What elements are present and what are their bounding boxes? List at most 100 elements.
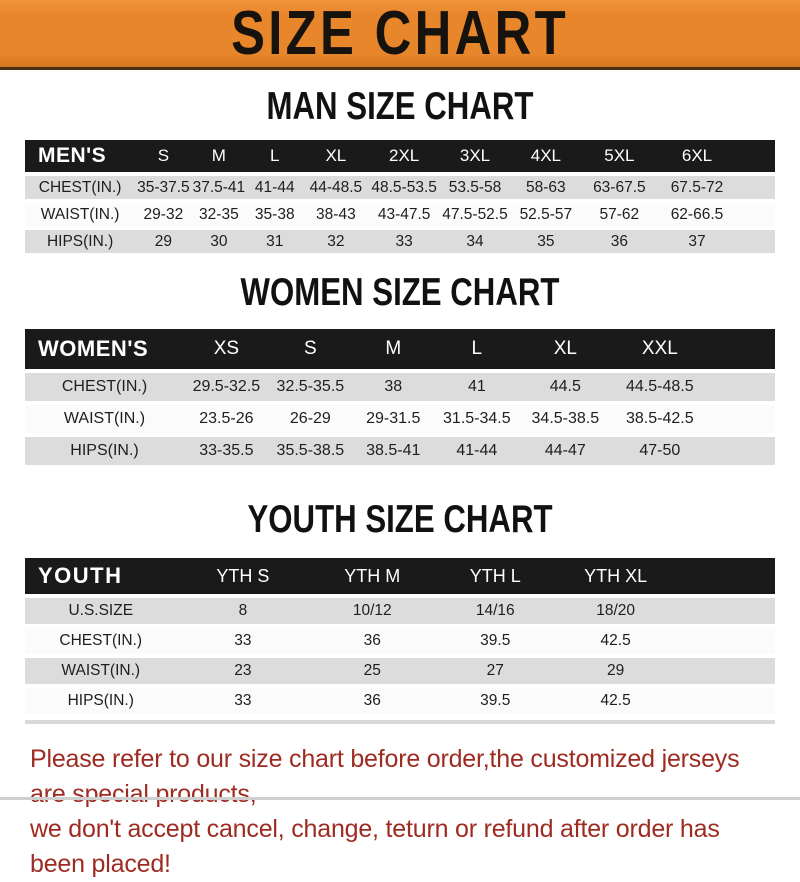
man-size-section: MAN SIZE CHART MEN'S S M L XL 2XL 3XL 4XL 5XL 6XL… xyxy=(0,85,800,257)
size-value-cell: 42.5 xyxy=(555,628,676,654)
size-column-header: 2XL xyxy=(368,140,440,172)
size-value-cell: 14/16 xyxy=(435,598,556,624)
size-value-cell: 33-35.5 xyxy=(184,437,269,465)
size-value-cell: 47.5-52.5 xyxy=(439,203,511,226)
size-value-cell: 31 xyxy=(246,230,304,253)
size-value-cell: 35-37.5 xyxy=(135,176,192,199)
size-column-header: XXL xyxy=(611,329,709,369)
size-column-header: S xyxy=(268,329,352,369)
size-value-cell: 38 xyxy=(351,373,435,401)
header-filler-cell xyxy=(736,140,775,172)
man-size-chart-title: MAN SIZE CHART xyxy=(266,85,534,128)
table-corner-label: YOUTH xyxy=(25,558,177,594)
row-filler-cell xyxy=(675,688,775,714)
row-label: WAIST(IN.) xyxy=(25,658,177,684)
size-value-cell: 48.5-53.5 xyxy=(368,176,440,199)
size-value-cell: 53.5-58 xyxy=(439,176,511,199)
row-filler-cell xyxy=(736,176,775,199)
size-table-row: U.S.SIZE 8 10/12 14/16 18/20 xyxy=(25,598,775,624)
size-column-header: XS xyxy=(184,329,269,369)
size-column-header: XL xyxy=(519,329,612,369)
size-column-header: 3XL xyxy=(439,140,511,172)
size-value-cell: 47-50 xyxy=(611,437,709,465)
size-table-row: HIPS(IN.) 29 30 31 32 33 34 35 36 37 xyxy=(25,230,775,253)
womens-size-table: WOMEN'S XS S M L XL XXL CHEST(IN.) 29.5-32.5 32.5… xyxy=(25,325,775,469)
size-table-row: CHEST(IN.) 29.5-32.5 32.5-35.5 38 41 44.5 44.5… xyxy=(25,373,775,401)
size-value-cell: 33 xyxy=(176,628,310,654)
row-filler-cell xyxy=(675,628,775,654)
size-column-header: L xyxy=(434,329,520,369)
size-column-header: M xyxy=(351,329,435,369)
size-value-cell: 37 xyxy=(657,230,737,253)
size-column-header: YTH XL xyxy=(555,558,676,594)
row-filler-cell xyxy=(675,658,775,684)
size-table-header-row: MEN'S S M L XL 2XL 3XL 4XL 5XL 6XL xyxy=(25,140,775,172)
row-filler-cell xyxy=(736,230,775,253)
size-table-header-row: WOMEN'S XS S M L XL XXL xyxy=(25,329,775,369)
size-value-cell: 29.5-32.5 xyxy=(184,373,269,401)
size-value-cell: 33 xyxy=(176,688,310,714)
size-value-cell: 37.5-41 xyxy=(191,176,247,199)
size-value-cell: 29-32 xyxy=(135,203,192,226)
size-value-cell: 25 xyxy=(309,658,436,684)
size-column-header: YTH M xyxy=(309,558,436,594)
women-size-section: WOMEN SIZE CHART WOMEN'S XS S M L XL XXL CHEST(… xyxy=(0,273,800,469)
disclaimer-line-1: Please refer to our size chart before or… xyxy=(30,745,740,808)
size-value-cell: 35 xyxy=(510,230,582,253)
size-value-cell: 44.5 xyxy=(519,373,612,401)
size-value-cell: 62-66.5 xyxy=(657,203,737,226)
mens-size-table: MEN'S S M L XL 2XL 3XL 4XL 5XL 6XL CHEST(IN.) 35-37… xyxy=(25,136,775,257)
disclaimer-line-2: we don't accept cancel, change, teturn o… xyxy=(30,815,720,878)
size-value-cell: 41 xyxy=(434,373,520,401)
size-table-row: WAIST(IN.) 29-32 32-35 35-38 38-43 43-47.5 47.… xyxy=(25,203,775,226)
size-value-cell: 44-47 xyxy=(519,437,612,465)
size-value-cell: 39.5 xyxy=(435,688,556,714)
size-value-cell: 43-47.5 xyxy=(368,203,440,226)
youth-size-chart-title: YOUTH SIZE CHART xyxy=(247,498,553,541)
size-value-cell: 26-29 xyxy=(268,405,352,433)
size-value-cell: 29 xyxy=(135,230,192,253)
size-value-cell: 52.5-57 xyxy=(510,203,582,226)
size-value-cell: 38.5-41 xyxy=(351,437,435,465)
size-value-cell: 44.5-48.5 xyxy=(611,373,709,401)
row-label: U.S.SIZE xyxy=(25,598,177,624)
size-value-cell: 23.5-26 xyxy=(184,405,269,433)
size-column-header: 4XL xyxy=(510,140,582,172)
size-value-cell: 38.5-42.5 xyxy=(611,405,709,433)
size-value-cell: 32.5-35.5 xyxy=(268,373,352,401)
size-value-cell: 8 xyxy=(176,598,310,624)
size-table-row: HIPS(IN.) 33 36 39.5 42.5 xyxy=(25,688,775,714)
size-value-cell: 44-48.5 xyxy=(303,176,369,199)
size-value-cell: 39.5 xyxy=(435,628,556,654)
row-filler-cell xyxy=(708,437,775,465)
size-value-cell: 36 xyxy=(309,628,436,654)
size-table-row: HIPS(IN.) 33-35.5 35.5-38.5 38.5-41 41-44 44-… xyxy=(25,437,775,465)
size-value-cell: 27 xyxy=(435,658,556,684)
table-corner-label: WOMEN'S xyxy=(25,329,184,369)
youth-size-table: YOUTH YTH S YTH M YTH L YTH XL U.S.SIZE 8 10/12… xyxy=(25,554,775,718)
size-table-header-row: YOUTH YTH S YTH M YTH L YTH XL xyxy=(25,558,775,594)
size-column-header: M xyxy=(191,140,247,172)
size-table-row: WAIST(IN.) 23 25 27 29 xyxy=(25,658,775,684)
row-label: HIPS(IN.) xyxy=(25,230,136,253)
size-value-cell: 10/12 xyxy=(309,598,436,624)
size-value-cell: 34.5-38.5 xyxy=(519,405,612,433)
size-value-cell: 23 xyxy=(176,658,310,684)
page-bottom-edge-line xyxy=(0,797,800,800)
size-value-cell: 67.5-72 xyxy=(657,176,737,199)
size-table-row: CHEST(IN.) 33 36 39.5 42.5 xyxy=(25,628,775,654)
size-value-cell: 18/20 xyxy=(555,598,676,624)
size-value-cell: 32-35 xyxy=(191,203,247,226)
row-label: WAIST(IN.) xyxy=(25,405,184,433)
row-label: HIPS(IN.) xyxy=(25,437,184,465)
youth-size-section: YOUTH SIZE CHART YOUTH YTH S YTH M YTH L YTH… xyxy=(0,498,800,724)
size-column-header: 6XL xyxy=(657,140,737,172)
size-column-header: S xyxy=(135,140,192,172)
row-label: HIPS(IN.) xyxy=(25,688,177,714)
size-column-header: 5XL xyxy=(581,140,658,172)
size-column-header: YTH S xyxy=(176,558,310,594)
size-value-cell: 35.5-38.5 xyxy=(268,437,352,465)
row-filler-cell xyxy=(708,373,775,401)
size-value-cell: 34 xyxy=(439,230,511,253)
header-filler-cell xyxy=(675,558,775,594)
